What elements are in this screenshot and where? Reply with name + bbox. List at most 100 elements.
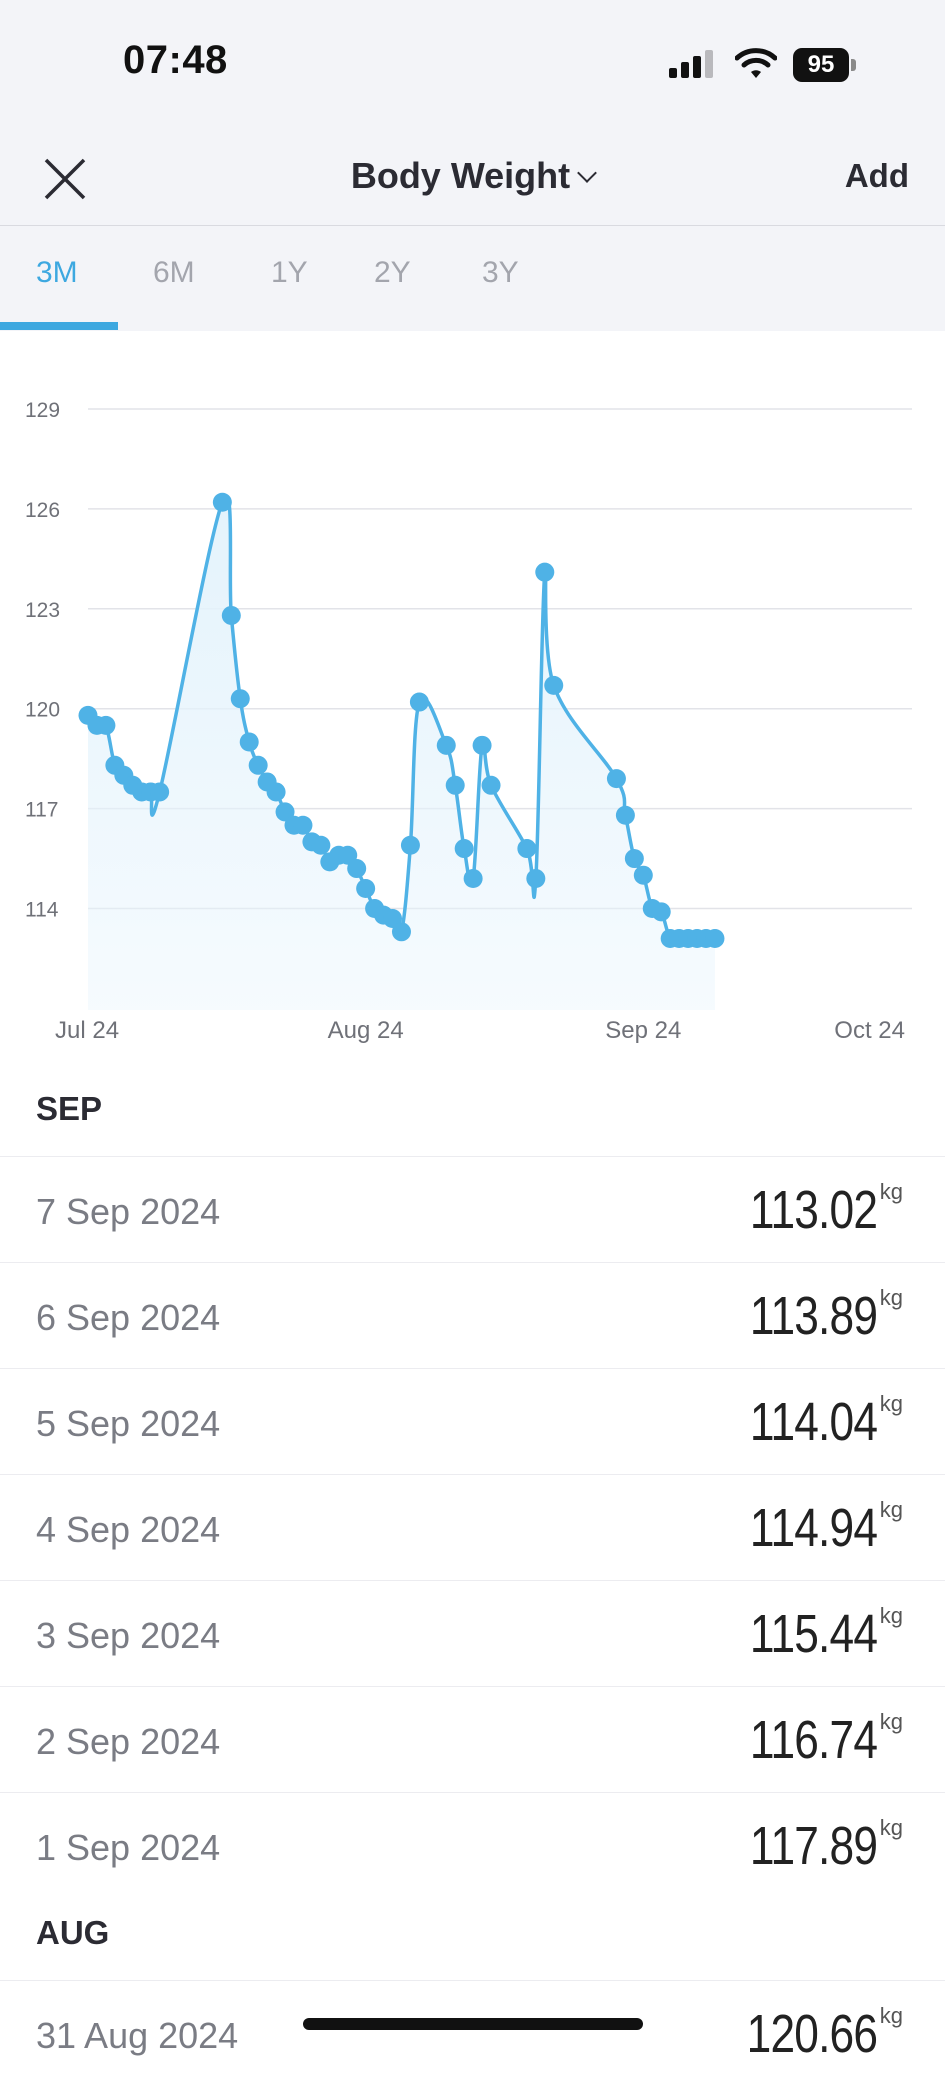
page-title: Body Weight — [350, 155, 571, 196]
weight-chart: 129 126 123 120 117 114 Jul 24 Aug 24 Sep 24 Oct … — [25, 399, 912, 1044]
entry-date: 2 Sep 2024 — [36, 1721, 221, 1762]
entry-unit: kg — [879, 1709, 903, 1734]
list-item[interactable]: 7 Sep 2024 113.02 kg — [0, 1156, 945, 1263]
list-item[interactable]: 1 Sep 2024 117.89 kg — [0, 1792, 945, 1899]
list-item[interactable]: 3 Sep 2024 115.44 kg — [0, 1580, 945, 1687]
data-point — [391, 922, 411, 942]
data-point — [472, 735, 492, 755]
entry-date: 3 Sep 2024 — [36, 1615, 221, 1656]
data-point — [624, 849, 644, 869]
list-item[interactable]: 6 Sep 2024 113.89 kg — [0, 1262, 945, 1369]
entry-value: 115.44 — [749, 1604, 878, 1664]
data-point — [633, 865, 653, 885]
title-dropdown[interactable]: Body Weight — [0, 155, 945, 197]
status-time: 07:48 — [123, 38, 228, 82]
battery-icon: 95 — [793, 48, 856, 82]
list-item[interactable]: 5 Sep 2024 114.04 kg — [0, 1368, 945, 1475]
entry-date: 6 Sep 2024 — [36, 1297, 221, 1338]
entry-value: 114.04 — [749, 1392, 878, 1452]
data-point — [311, 835, 331, 855]
add-button[interactable]: Add — [844, 157, 909, 194]
data-point — [463, 869, 483, 889]
entry-value: 113.89 — [749, 1286, 878, 1346]
data-point — [409, 692, 429, 712]
section-header: SEP — [36, 1090, 103, 1127]
y-tick-label: 120 — [25, 699, 60, 722]
y-tick-label: 126 — [25, 499, 60, 522]
entry-unit: kg — [879, 1391, 903, 1416]
data-point — [356, 879, 376, 899]
entry-date: 4 Sep 2024 — [36, 1509, 221, 1550]
y-tick-label: 129 — [25, 399, 60, 422]
data-point — [338, 845, 358, 865]
y-tick-label: 117 — [25, 799, 58, 822]
list-item[interactable]: 2 Sep 2024 116.74 kg — [0, 1686, 945, 1793]
entry-unit: kg — [879, 1603, 903, 1628]
battery-level: 95 — [793, 48, 849, 82]
x-tick-label: Sep 24 — [605, 1017, 681, 1044]
series-area — [88, 496, 715, 1010]
entry-unit: kg — [879, 2003, 903, 2028]
data-point — [150, 782, 170, 802]
data-point — [96, 715, 116, 735]
data-point — [615, 805, 635, 825]
tab-1y[interactable]: 1Y — [271, 256, 308, 289]
section-header: AUG — [36, 1914, 110, 1951]
data-point — [230, 689, 250, 709]
x-tick-label: Oct 24 — [834, 1017, 905, 1044]
data-point — [383, 908, 403, 928]
header-divider — [0, 225, 945, 226]
chevron-down-icon — [577, 163, 598, 183]
active-tab-indicator — [0, 322, 118, 330]
tab-6m[interactable]: 6M — [153, 256, 195, 289]
entry-date: 7 Sep 2024 — [36, 1191, 221, 1232]
data-point — [436, 735, 456, 755]
range-tabs: 3M 6M 1Y 2Y 3Y — [0, 226, 945, 331]
home-indicator — [303, 2018, 643, 2030]
data-point — [526, 869, 546, 889]
data-point — [347, 859, 367, 879]
entry-value: 116.74 — [749, 1710, 878, 1770]
tab-3y[interactable]: 3Y — [482, 256, 519, 289]
tab-3m[interactable]: 3M — [36, 256, 78, 289]
entry-value: 113.02 — [749, 1180, 878, 1240]
y-tick-label: 123 — [25, 599, 60, 622]
list-item[interactable]: 4 Sep 2024 114.94 kg — [0, 1474, 945, 1581]
entry-unit: kg — [879, 1179, 903, 1204]
data-point — [445, 775, 465, 795]
entry-date: 1 Sep 2024 — [36, 1827, 221, 1868]
entry-value: 117.89 — [749, 1816, 878, 1876]
tab-2y[interactable]: 2Y — [374, 256, 411, 289]
data-point — [221, 605, 241, 625]
x-tick-label: Jul 24 — [55, 1017, 119, 1044]
entry-value: 114.94 — [749, 1498, 878, 1558]
data-point — [275, 802, 295, 822]
y-tick-label: 114 — [25, 899, 59, 922]
entry-value: 120.66 — [746, 2004, 877, 2064]
data-point — [544, 675, 564, 695]
data-point — [535, 562, 555, 582]
data-point — [266, 782, 286, 802]
data-point — [239, 732, 259, 752]
data-point — [293, 815, 313, 835]
data-point — [248, 755, 268, 775]
data-point — [212, 492, 232, 512]
x-tick-label: Aug 24 — [328, 1017, 404, 1044]
wifi-icon — [735, 48, 777, 78]
entry-date: 31 Aug 2024 — [36, 2015, 239, 2056]
data-point — [454, 839, 474, 859]
entry-unit: kg — [879, 1285, 903, 1310]
top-bar: 07:48 95 Body Weight Add — [0, 0, 945, 226]
data-point — [517, 839, 537, 859]
cellular-signal-icon — [669, 50, 717, 78]
close-icon[interactable] — [40, 154, 90, 204]
entry-date: 5 Sep 2024 — [36, 1403, 221, 1444]
entry-unit: kg — [879, 1815, 903, 1840]
data-point — [481, 775, 501, 795]
list-item[interactable]: 31 Aug 2024 120.66 kg — [0, 1980, 945, 2087]
entry-unit: kg — [879, 1497, 903, 1522]
data-point — [705, 928, 725, 948]
data-point — [606, 769, 626, 789]
data-point — [651, 902, 671, 922]
data-point — [400, 835, 420, 855]
